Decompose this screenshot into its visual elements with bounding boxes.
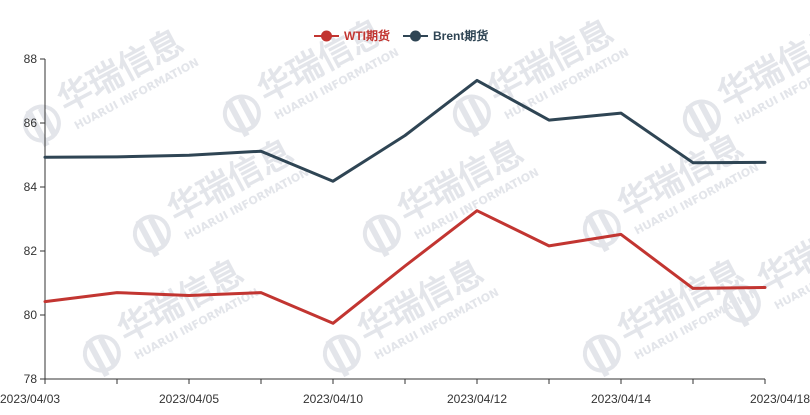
legend-item[interactable]: WTI期货 [314, 28, 390, 43]
watermark-logo [123, 130, 311, 264]
x-tick-label: 2023/04/18 [750, 392, 810, 406]
x-tick-label: 2023/04/05 [159, 392, 219, 406]
series-line-Brent期货[interactable] [43, 78, 767, 183]
x-tick-label: 2023/04/14 [591, 392, 651, 406]
y-tick-label: 84 [24, 180, 38, 194]
legend-label: WTI期货 [344, 28, 390, 43]
x-tick-label: 2023/04/12 [447, 392, 507, 406]
legend-marker-icon [410, 30, 421, 42]
x-tick-label: 2023/04/10 [303, 392, 363, 406]
watermark-logo [73, 250, 261, 384]
legend-marker-icon [321, 30, 332, 42]
y-tick-label: 82 [24, 244, 38, 258]
axes: 78 80 82 84 86 88 2023/04/03 2023/04/05 2023/04/… [0, 52, 810, 406]
watermark-layer [13, 10, 810, 384]
legend[interactable]: WTI期货 Brent期货 [314, 28, 488, 43]
legend-label: Brent期货 [433, 28, 488, 43]
y-tick-label: 78 [24, 372, 38, 386]
watermark-logo [13, 20, 201, 154]
y-tick-label: 86 [24, 116, 38, 130]
series-layer [43, 78, 767, 325]
y-tick-label: 88 [24, 52, 38, 66]
x-tick-label: 2023/04/03 [0, 392, 60, 406]
y-tick-label: 80 [24, 308, 38, 322]
watermark-logo [673, 15, 810, 149]
series-line-WTI期货[interactable] [43, 209, 767, 325]
legend-item[interactable]: Brent期货 [403, 28, 488, 43]
